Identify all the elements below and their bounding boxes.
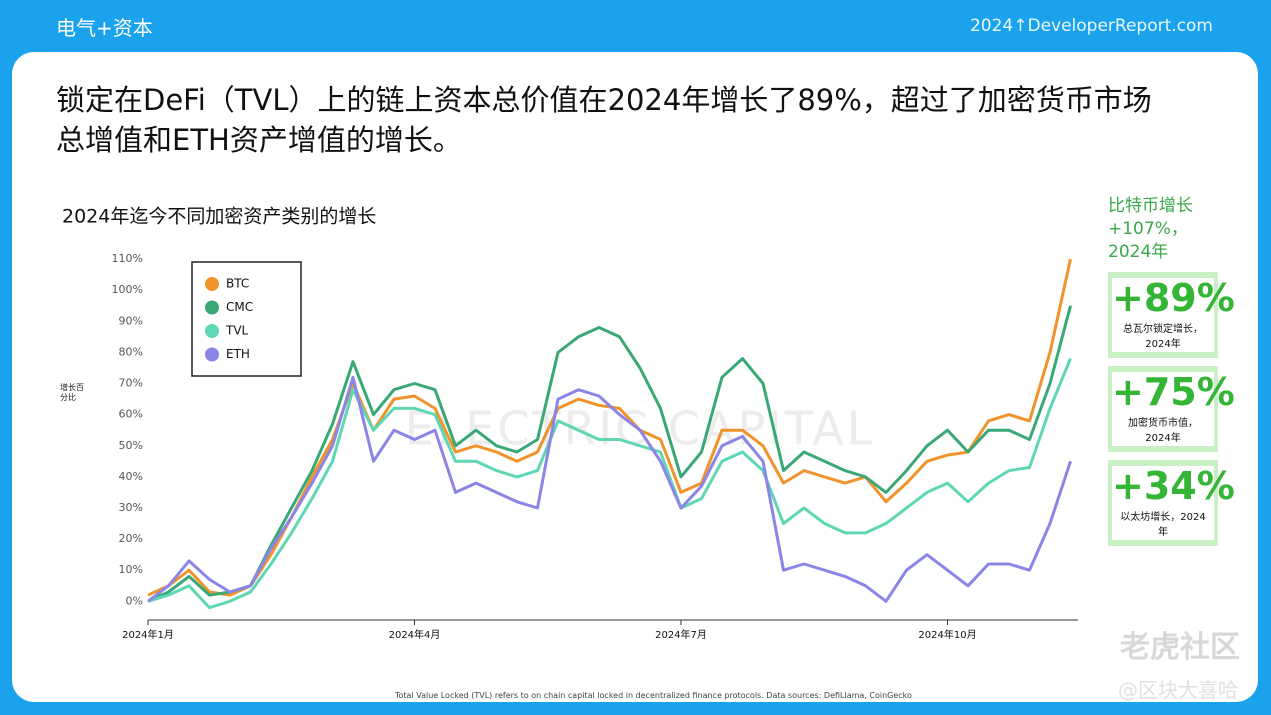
stat-value: +34% [1112, 464, 1235, 508]
y-tick-label: 60% [119, 408, 143, 421]
legend-label: CMC [226, 300, 253, 314]
y-tick-label: 10% [119, 563, 143, 576]
y-tick-label: 50% [119, 439, 143, 452]
site: 2024↑DeveloperReport.com [969, 16, 1213, 36]
brand: 电气+资本 [56, 16, 153, 40]
y-axis-label: 增长百分比 [60, 383, 84, 402]
y-tick-label: 20% [119, 532, 143, 545]
y-tick-label: 0% [126, 594, 143, 607]
y-tick-label: 80% [119, 345, 143, 358]
side-panel: 比特币增长+107%，2024年 +89% 总瓦尔锁定增长，2024年 +75% 加密… [1108, 195, 1235, 546]
side-headline: 比特币增长+107%，2024年 [1108, 196, 1193, 262]
footnote: Total Value Locked (TVL) refers to on ch… [395, 691, 912, 700]
legend-marker [205, 300, 219, 315]
stat-box: +75% 加密货币市值，2024年 [1108, 366, 1235, 452]
y-tick-label: 100% [112, 283, 143, 296]
stat-box: +89% 总瓦尔锁定增长，2024年 [1108, 272, 1235, 358]
x-tick-label: 2024年1月 [122, 628, 174, 641]
y-tick-label: 40% [119, 470, 143, 483]
line [147, 375, 1072, 603]
watermark: @区块大喜哈 [1118, 678, 1238, 702]
stat-value: +75% [1112, 370, 1235, 414]
y-tick-label: 110% [112, 252, 143, 265]
legend-label: TVL [225, 324, 249, 338]
stat-label: 以太坊增长，2024年 [1112, 506, 1214, 540]
stat-label: 加密货币市值，2024年 [1112, 412, 1214, 446]
legend-marker [205, 347, 219, 362]
y-tick-label: 30% [119, 501, 143, 514]
legend-label: BTC [226, 277, 249, 291]
line [147, 305, 1072, 603]
x-tick-label: 2024年7月 [655, 628, 707, 641]
y-tick-label: 70% [119, 377, 143, 390]
legend-marker [205, 277, 219, 291]
stat-value: +89% [1112, 276, 1235, 320]
legend-marker [205, 324, 219, 338]
line [147, 358, 1072, 610]
legend-label: ETH [226, 347, 250, 361]
stat-box: +34% 以太坊增长，2024年 [1108, 460, 1235, 546]
watermark: 老虎社区 [1120, 630, 1240, 665]
x-tick-label: 2024年10月 [918, 628, 976, 641]
stat-label: 总瓦尔锁定增长，2024年 [1112, 318, 1214, 352]
x-tick-label: 2024年4月 [389, 628, 441, 641]
chart-title: 2024年迄今不同加密资产类别的增长 [62, 206, 376, 228]
y-tick-label: 90% [119, 314, 143, 327]
slide-title: 锁定在DeFi（TVL）上的链上资本总价值在2024年增长了89%，超过了加密货… [56, 83, 1152, 157]
